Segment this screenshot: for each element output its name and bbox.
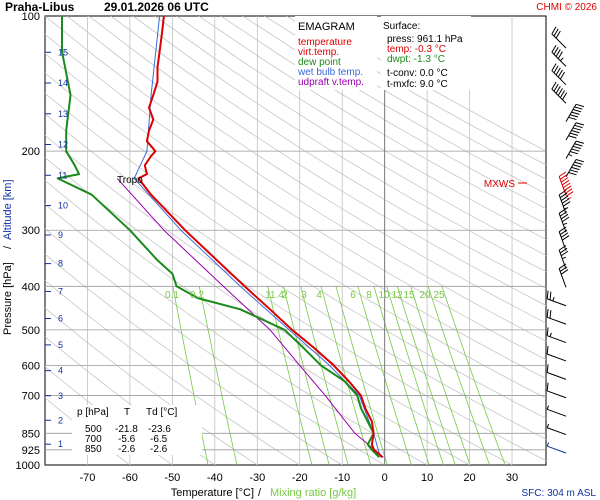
p-tick-label: 700 <box>22 390 40 402</box>
sfc-height-text: SFC: 304 m ASL <box>522 488 597 499</box>
y-axis-title: Pressure [hPa] <box>2 262 14 335</box>
altitude-tick-label: 9 <box>58 230 63 240</box>
tropopause-label: Tropo <box>117 175 143 186</box>
x-axis-title: Temperature [°C] <box>171 487 254 499</box>
wind-barb <box>547 442 566 453</box>
wind-barb <box>547 291 566 306</box>
datetime-title: 29.01.2026 06 UTC <box>104 0 209 14</box>
altitude-tick-label: 4 <box>58 366 63 376</box>
altitude-tick-label: 15 <box>58 47 68 57</box>
wind-barb <box>552 45 566 66</box>
wind-barb <box>566 123 584 140</box>
altitude-tick-label: 10 <box>58 201 68 211</box>
mixing-ratio-label: 4 <box>316 290 322 301</box>
svg-text:-2.6: -2.6 <box>150 444 168 455</box>
x-tick-label: -10 <box>334 472 350 484</box>
p-tick-label: 300 <box>22 225 40 237</box>
wind-barb <box>547 364 566 379</box>
surface-dwpt: dwpt: -1.3 °C <box>387 54 445 65</box>
x-tick-label: -70 <box>80 472 96 484</box>
mixing-ratio-label: 0.2 <box>190 290 204 301</box>
wind-barb <box>547 346 566 361</box>
mixing-ratio-label: 0.1 <box>165 290 179 301</box>
altitude-tick-label: 6 <box>58 314 63 324</box>
mixing-ratio-label: 3 <box>301 290 307 301</box>
x-tick-label: 0 <box>382 472 388 484</box>
altitude-tick-label: 13 <box>58 109 68 119</box>
wind-barb <box>547 406 566 417</box>
mixing-ratio-label: 25 <box>433 290 445 301</box>
surface-tmxfc: t-mxfc: 9.0 °C <box>387 79 448 90</box>
x-tick-label: -30 <box>249 472 265 484</box>
p-tick-label: 400 <box>22 281 40 293</box>
wind-barb <box>566 160 584 177</box>
wind-barb <box>547 309 566 324</box>
surface-tconv: t-conv: 0.0 °C <box>387 68 448 79</box>
altitude-tick-label: 2 <box>58 415 63 425</box>
x-tick-label: 30 <box>506 472 518 484</box>
table-header-td: Td [°C] <box>146 407 177 418</box>
wind-barb <box>566 104 584 121</box>
altitude-tick-label: 14 <box>58 78 68 88</box>
p-tick-label: 200 <box>22 146 40 158</box>
legend-title: EMAGRAM <box>298 21 355 33</box>
altitude-tick-label: 11 <box>58 170 67 180</box>
y-axis-sep: / <box>2 245 14 249</box>
altitude-tick-label: 1 <box>58 439 63 449</box>
table-header-p: p [hPa] <box>77 407 109 418</box>
surface-title: Surface: <box>383 21 420 32</box>
x-axis-sep: / <box>258 487 262 499</box>
wind-barb <box>547 328 566 343</box>
x-tick-label: -20 <box>292 472 308 484</box>
svg-text:850: 850 <box>85 444 102 455</box>
wind-barb <box>552 82 567 103</box>
wind-barb <box>547 383 566 398</box>
wind-barb <box>566 141 584 158</box>
y-axis-title-altitude: Altitude [km] <box>2 179 14 240</box>
wind-barb <box>547 424 566 435</box>
p-tick-label: 850 <box>22 428 40 440</box>
mxws-label: MXWS <box>484 179 515 190</box>
wind-barb <box>559 264 568 287</box>
mixing-ratio-label: 2 <box>282 290 288 301</box>
copyright-text: CHMI © 2026 <box>536 2 597 13</box>
table-row: 850 -2.6 -2.6 <box>85 444 168 455</box>
altitude-tick-label: 3 <box>58 391 63 401</box>
mixing-ratio-label: 20 <box>419 290 431 301</box>
x-tick-label: 10 <box>421 472 433 484</box>
p-tick-label: 500 <box>22 325 40 337</box>
altitude-tick-label: 8 <box>58 259 63 269</box>
mixing-ratio-label: 15 <box>403 290 415 301</box>
x-axis-title-mixing: Mixing ratio [g/kg] <box>270 487 356 499</box>
mixing-ratio-label: 12 <box>391 290 403 301</box>
svg-text:-2.6: -2.6 <box>118 444 136 455</box>
p-tick-label: 1000 <box>16 460 40 472</box>
wind-barbs <box>547 27 584 453</box>
p-tick-label: 925 <box>22 445 40 457</box>
x-tick-label: -50 <box>164 472 180 484</box>
wind-barb <box>552 64 566 85</box>
altitude-tick-label: 5 <box>58 340 63 350</box>
mixing-ratio-label: 8 <box>366 290 372 301</box>
x-tick-label: -40 <box>207 472 223 484</box>
p-tick-label: 100 <box>22 11 40 23</box>
wind-barb <box>552 27 566 48</box>
altitude-tick-label: 7 <box>58 286 63 296</box>
p-tick-label: 600 <box>22 360 40 372</box>
table-header-t: T <box>124 407 130 418</box>
mixing-ratio-label: 10 <box>378 290 390 301</box>
x-tick-label: 20 <box>463 472 475 484</box>
altitude-tick-label: 12 <box>58 140 68 150</box>
x-tick-label: -60 <box>122 472 138 484</box>
legend-updraft: udpraft v.temp. <box>298 77 364 88</box>
mixing-ratio-label: 6 <box>350 290 356 301</box>
